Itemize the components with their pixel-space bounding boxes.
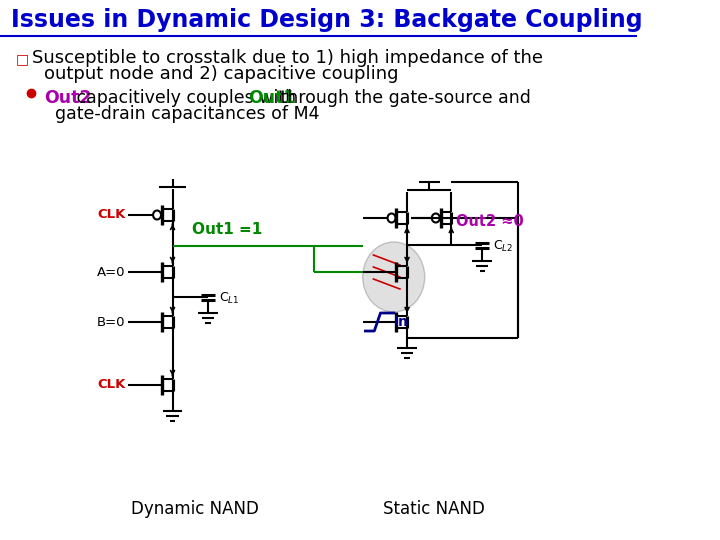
Text: C$_{L2}$: C$_{L2}$ [493,239,513,254]
Text: Out1 =1: Out1 =1 [192,222,262,238]
Text: CLK: CLK [97,379,126,392]
Text: Static NAND: Static NAND [382,500,485,518]
Text: Issues in Dynamic Design 3: Backgate Coupling: Issues in Dynamic Design 3: Backgate Cou… [11,8,642,32]
Text: through the gate-source and: through the gate-source and [274,89,531,107]
Text: gate-drain capacitances of M4: gate-drain capacitances of M4 [55,105,320,123]
Text: output node and 2) capacitive coupling: output node and 2) capacitive coupling [44,65,399,83]
Text: capacitively couples with: capacitively couples with [71,89,301,107]
Text: Out2: Out2 [44,89,91,107]
Text: CLK: CLK [97,208,126,221]
Ellipse shape [363,242,425,312]
Text: Dynamic NAND: Dynamic NAND [131,500,258,518]
Text: C$_{L1}$: C$_{L1}$ [219,291,239,306]
Text: Out2 ≈0: Out2 ≈0 [456,214,523,229]
Text: In: In [394,315,409,329]
Text: Susceptible to crosstalk due to 1) high impedance of the: Susceptible to crosstalk due to 1) high … [32,49,543,67]
Text: Out1: Out1 [248,89,296,107]
Text: A=0: A=0 [97,266,126,279]
Text: □: □ [16,52,29,66]
Text: B=0: B=0 [97,315,126,328]
